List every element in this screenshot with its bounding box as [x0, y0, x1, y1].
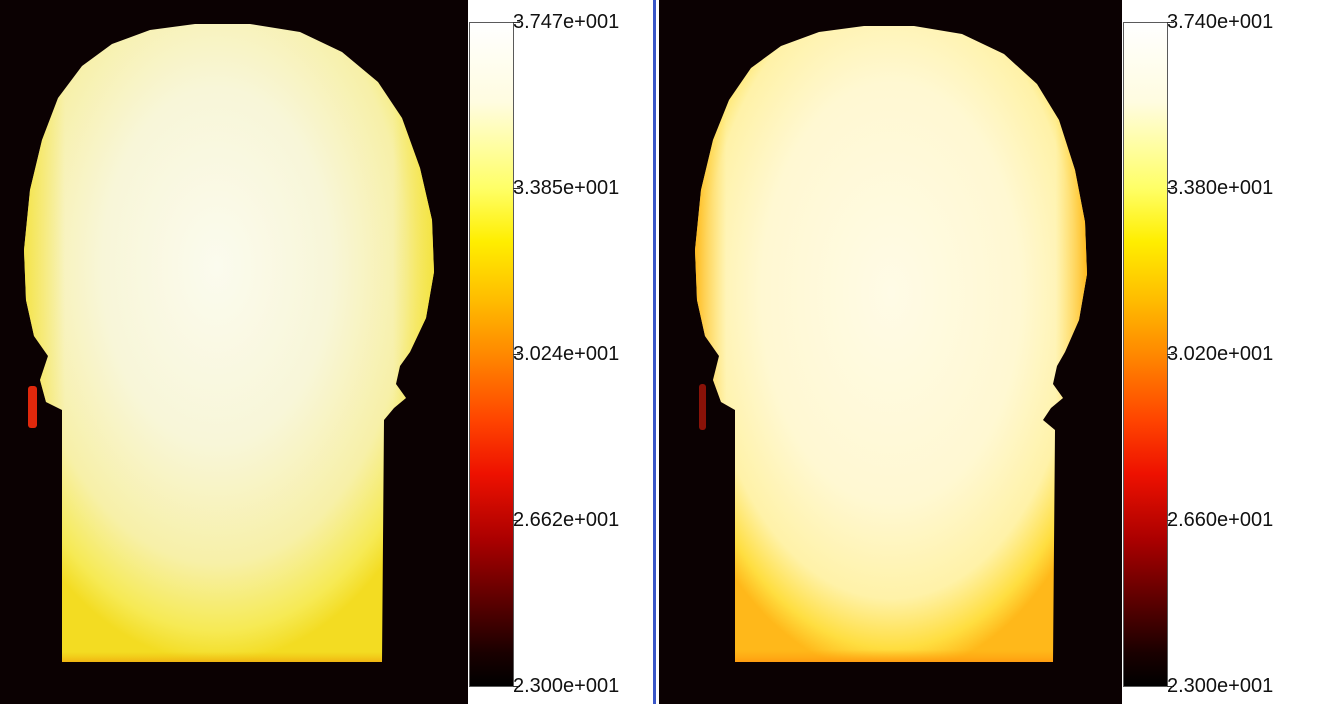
left-colorbar-tick-label: 2.662e+001 [513, 509, 620, 531]
right-colorbar-tick [1167, 188, 1174, 189]
left-colorbar-tick-label: 3.024e+001 [513, 343, 620, 365]
right-colorbar-tick [1167, 520, 1174, 521]
panel-divider[interactable] [651, 0, 659, 704]
right-colorbar-min-label: 2.300e+001 [1167, 675, 1274, 697]
left-colorbar-min-label: 2.300e+001 [513, 675, 620, 697]
left-colorbar-gradient [469, 22, 514, 687]
left-colorbar: 3.747e+001 3.385e+001 3.024e+001 2.662e+… [468, 0, 651, 704]
right-colorbar-max-label: 3.740e+001 [1167, 11, 1274, 33]
left-hot-spot [28, 386, 37, 428]
right-hot-spot [699, 384, 706, 430]
left-colorbar-tick [513, 354, 520, 355]
left-colorbar-tick [513, 686, 520, 687]
right-colorbar-tick [1167, 686, 1174, 687]
right-thermal-render [695, 26, 1087, 662]
right-colorbar-tick-label: 3.020e+001 [1167, 343, 1274, 365]
left-colorbar-max-label: 3.747e+001 [513, 11, 620, 33]
right-colorbar-tick [1167, 22, 1174, 23]
left-thermal-render [24, 24, 434, 662]
right-colorbar-tick [1167, 354, 1174, 355]
left-colorbar-tick [513, 22, 520, 23]
left-thermal-render-viewport[interactable] [0, 0, 468, 704]
right-colorbar: 3.740e+001 3.380e+001 3.020e+001 2.660e+… [1122, 0, 1320, 704]
right-colorbar-gradient [1123, 22, 1168, 687]
left-colorbar-tick-label: 3.385e+001 [513, 177, 620, 199]
left-colorbar-tick [513, 520, 520, 521]
left-colorbar-tick [513, 188, 520, 189]
right-thermal-render-viewport[interactable] [659, 0, 1122, 704]
right-colorbar-tick-label: 3.380e+001 [1167, 177, 1274, 199]
right-colorbar-tick-label: 2.660e+001 [1167, 509, 1274, 531]
